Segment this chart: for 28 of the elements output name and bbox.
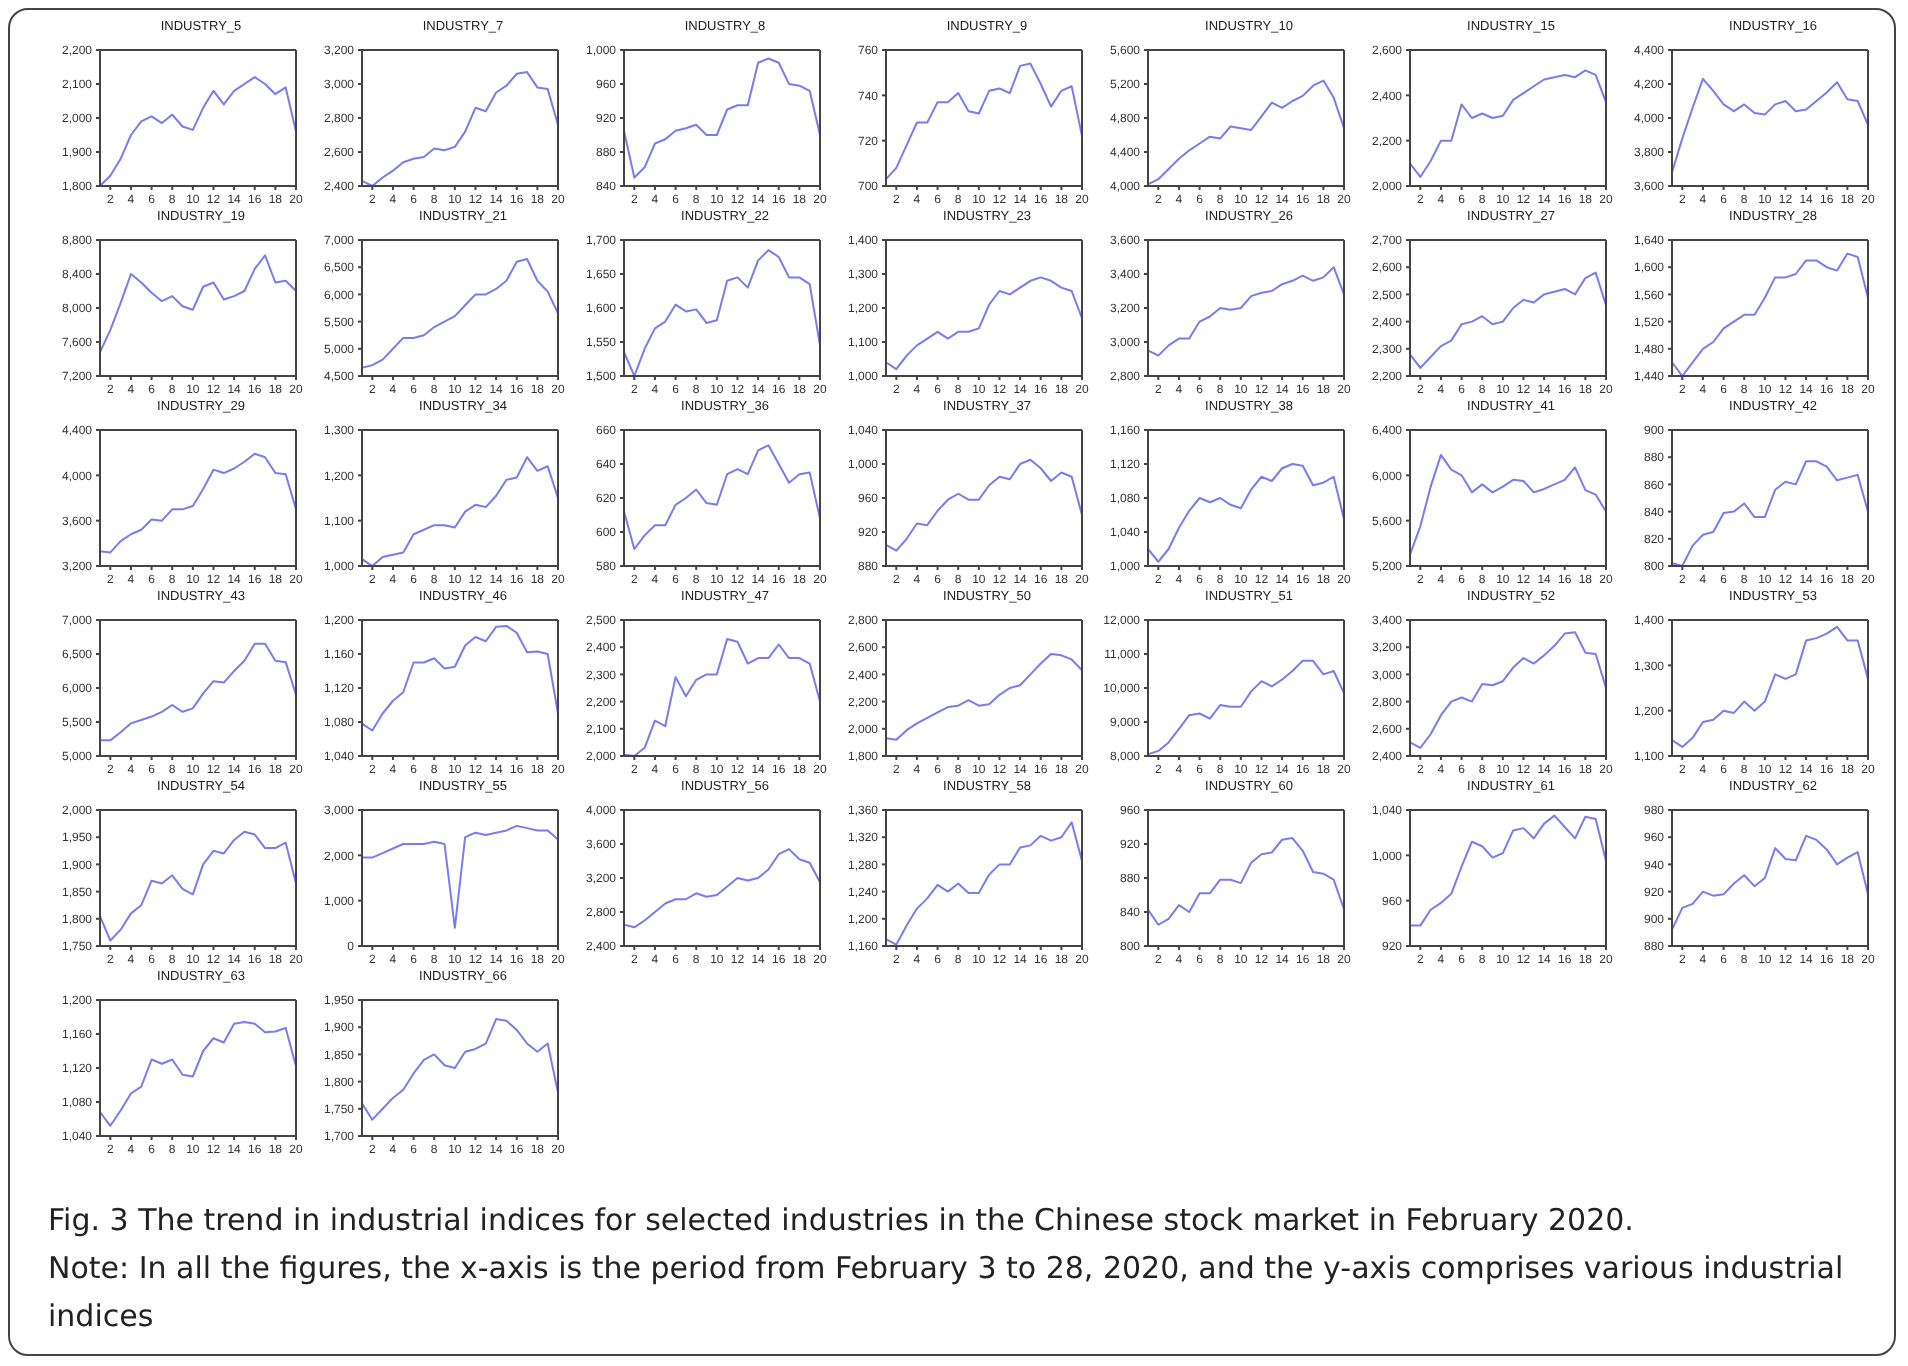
line-series [624, 57, 820, 179]
line-series [362, 258, 558, 369]
line-series [362, 624, 558, 732]
line-series [624, 848, 820, 929]
line-series [362, 1018, 558, 1121]
line-series [1410, 631, 1606, 749]
line-series [1672, 77, 1868, 174]
line-series [1410, 69, 1606, 178]
line-series [1410, 271, 1606, 369]
line-series [1410, 453, 1606, 556]
line-series [362, 824, 558, 929]
line-series [886, 62, 1082, 181]
line-series [624, 444, 820, 550]
caption: Fig. 3 The trend in industrial indices for selected industries in the Chinese stock market in February 2020. [48, 1200, 1636, 1242]
line-series [886, 458, 1082, 552]
line-series [100, 1021, 296, 1127]
line-series [100, 452, 296, 554]
line-series [100, 254, 296, 354]
line-series [100, 830, 296, 942]
line-series [1148, 266, 1344, 357]
line-series [1672, 834, 1868, 931]
text: Note: In all the figures, the x-axis is the period from February 3 to 28, 2020, and the y-axis comprises various industrial indices [48, 1248, 1846, 1338]
line-series [886, 276, 1082, 371]
line-series [1410, 814, 1606, 927]
line-series [886, 653, 1082, 741]
line-series [100, 642, 296, 742]
line-series [1148, 837, 1344, 926]
line-series [1672, 625, 1868, 748]
